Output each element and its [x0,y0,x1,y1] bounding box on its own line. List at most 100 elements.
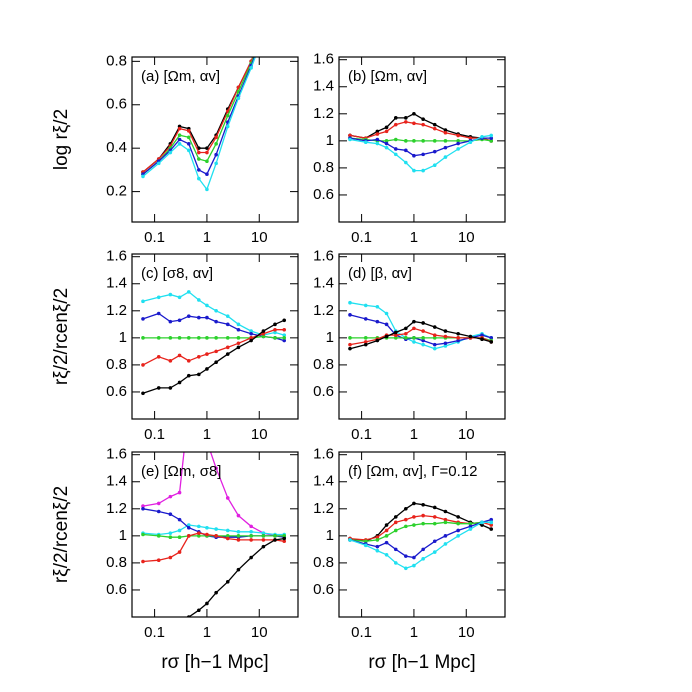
data-point [205,352,209,356]
data-point [177,517,182,522]
data-point [384,145,389,150]
data-point [214,527,218,531]
data-point [432,336,437,340]
data-point [186,129,191,133]
data-point [197,354,201,359]
data-point [404,160,408,165]
data-point [214,590,218,595]
data-point [384,523,389,527]
data-point [432,346,437,351]
y-tick-label: 0.6 [313,383,334,400]
data-point [186,135,191,140]
data-point [456,147,460,151]
data-point [412,121,416,126]
data-point [205,187,209,192]
data-point [205,336,209,340]
data-point [384,528,389,533]
data-point [177,318,182,323]
data-point [348,300,352,305]
panel-label: (b) [Ωm, αv] [348,68,427,85]
data-point [489,133,494,138]
data-point [348,336,352,340]
data-point [393,561,398,565]
data-point [363,317,368,321]
data-point [348,137,352,142]
plot-area [141,419,287,646]
data-point [375,538,380,542]
data-point [177,336,182,340]
data-point [432,505,437,510]
data-point [282,534,287,538]
data-point [197,419,201,423]
plot-area [348,112,494,173]
series-line [187,537,285,617]
data-point [282,336,287,340]
data-point [412,153,416,158]
panel-label: (f) [Ωm, αv], Γ=0.12 [348,463,477,480]
data-point [421,342,425,347]
data-point [384,125,389,130]
data-point [443,329,448,333]
data-point [421,557,425,561]
data-point [186,523,191,527]
data-point [432,163,437,167]
data-point [348,313,352,317]
data-point [363,340,368,344]
data-point [141,559,145,564]
data-point [177,133,182,137]
data-point [156,558,161,562]
data-point [141,336,145,340]
panel-label: (c) [σ8, αv] [141,265,213,282]
data-point [375,129,380,134]
y-tick-label: 1 [119,527,127,544]
series-line [142,57,256,191]
data-point [168,319,173,324]
data-point [412,168,416,173]
data-point [236,538,241,542]
data-point [156,509,161,514]
data-point [443,509,448,514]
data-point [177,142,182,146]
data-point [141,642,145,646]
data-point [404,517,408,522]
data-point [384,534,389,538]
data-point [412,523,416,527]
data-point [412,340,416,344]
data-point [186,525,191,530]
data-point [205,146,209,150]
y-tick-label: 1.6 [313,248,334,265]
data-point [236,529,241,534]
data-point [456,534,460,538]
data-point [384,322,389,327]
data-point [480,337,484,342]
data-point [393,152,398,157]
data-point [197,176,201,181]
data-point [421,122,425,127]
data-point [225,336,230,340]
data-point [412,555,416,560]
data-point [225,536,230,541]
data-point [261,538,266,542]
data-point [421,321,425,325]
data-point [261,329,266,333]
data-point [262,33,266,37]
x-tick-label: 0.1 [351,426,372,443]
y-tick-label: 1.4 [313,78,334,95]
data-point [489,136,494,140]
data-point [177,380,182,385]
y-tick-label: 1.6 [313,446,334,463]
y-tick-label: 1.2 [313,105,334,122]
data-point [205,303,209,308]
data-point [421,117,425,122]
data-point [262,31,266,35]
data-point [262,27,266,31]
data-point [178,622,182,626]
data-point [249,534,253,538]
data-point [468,136,473,140]
data-point [432,521,437,526]
x-tick-label: 0.1 [144,229,165,246]
y-tick-label: 1.4 [313,473,334,490]
data-point [421,338,425,343]
data-point [273,330,277,335]
